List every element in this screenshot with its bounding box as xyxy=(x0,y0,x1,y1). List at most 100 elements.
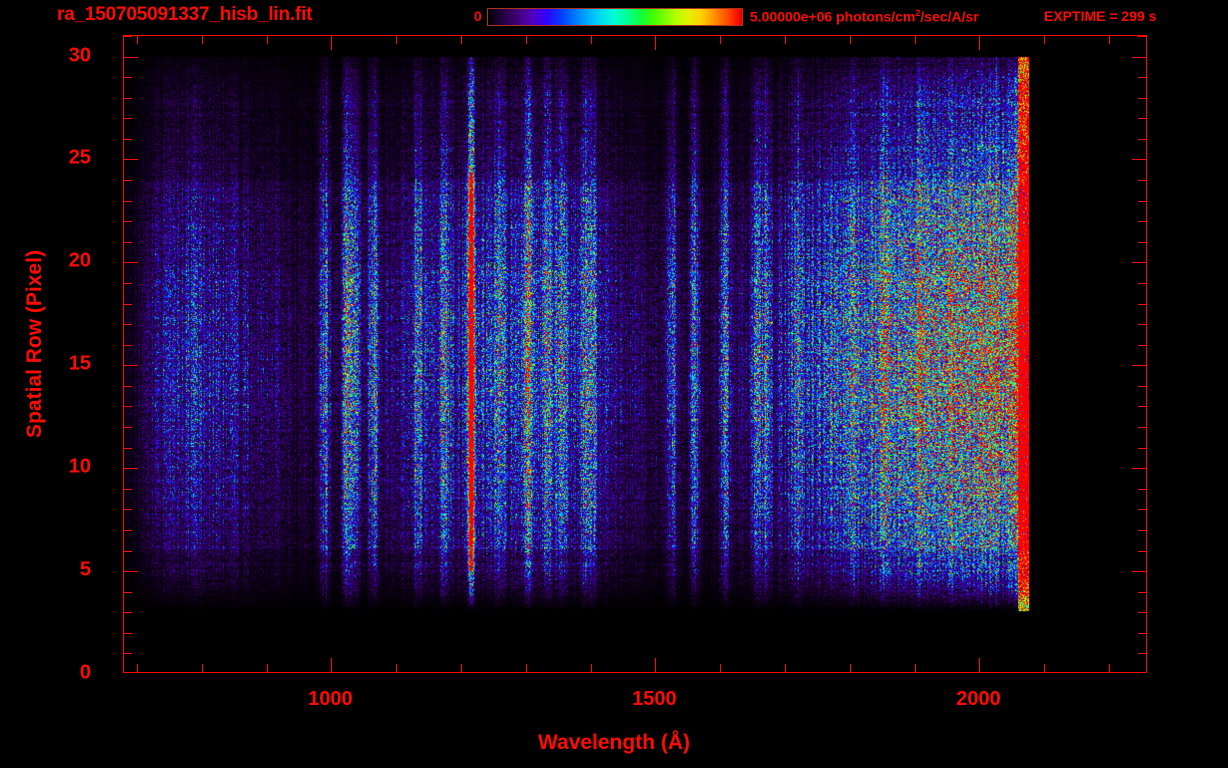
y-tick-minor-right xyxy=(1138,345,1146,346)
x-tick-minor xyxy=(591,664,592,672)
x-tick-minor xyxy=(1109,664,1110,672)
y-tick-minor-right xyxy=(1138,180,1146,181)
colorbar-min-label: 0 xyxy=(474,8,482,24)
y-tick-label: 20 xyxy=(68,249,91,272)
x-tick-minor-top xyxy=(137,36,138,44)
y-tick-major-right xyxy=(1132,262,1146,263)
y-tick-major-right xyxy=(1132,365,1146,366)
spectrogram-image xyxy=(124,36,1146,672)
y-tick-label: 5 xyxy=(79,558,91,581)
x-tick-minor xyxy=(915,664,916,672)
y-tick-minor-right xyxy=(1138,427,1146,428)
x-tick-minor-top xyxy=(785,36,786,44)
y-tick-minor xyxy=(124,551,132,552)
x-tick-minor-top xyxy=(461,36,462,44)
y-tick-minor-right xyxy=(1138,551,1146,552)
colorbar-max-exponent: 2 xyxy=(915,8,921,18)
x-tick-minor-top xyxy=(850,36,851,44)
y-tick-minor xyxy=(124,653,132,654)
x-tick-major-top xyxy=(655,36,656,50)
x-tick-minor-top xyxy=(267,36,268,44)
x-tick-minor-top xyxy=(591,36,592,44)
y-tick-label: 10 xyxy=(68,455,91,478)
y-tick-minor xyxy=(124,530,132,531)
x-tick-minor xyxy=(267,664,268,672)
y-tick-minor-right xyxy=(1138,612,1146,613)
y-tick-minor xyxy=(124,386,132,387)
x-axis-title: Wavelength (Å) xyxy=(537,731,691,754)
x-tick-minor-top xyxy=(1044,36,1045,44)
y-tick-minor xyxy=(124,448,132,449)
y-tick-major xyxy=(124,468,138,469)
y-tick-minor xyxy=(124,180,132,181)
x-tick-minor-top xyxy=(396,36,397,44)
x-tick-minor xyxy=(526,664,527,672)
y-tick-major-right xyxy=(1132,57,1146,58)
y-tick-minor-right xyxy=(1138,118,1146,119)
exptime-label: EXPTIME = 299 s xyxy=(1044,8,1157,24)
x-tick-major xyxy=(979,658,980,672)
y-tick-minor xyxy=(124,221,132,222)
y-tick-major xyxy=(124,262,138,263)
colorbar-max-label: 5.00000e+06 photons/cm2/sec/A/sr xyxy=(750,8,979,25)
y-tick-minor xyxy=(124,242,132,243)
y-tick-minor-right xyxy=(1138,242,1146,243)
x-tick-major xyxy=(331,658,332,672)
y-tick-minor-right xyxy=(1138,386,1146,387)
y-tick-major xyxy=(124,159,138,160)
x-tick-minor-top xyxy=(915,36,916,44)
x-tick-label: 2000 xyxy=(956,688,1001,710)
y-axis-title: Spatial Row (Pixel) xyxy=(23,250,46,438)
x-tick-minor xyxy=(202,664,203,672)
y-tick-minor-right xyxy=(1138,221,1146,222)
x-tick-minor xyxy=(137,664,138,672)
y-tick-minor-right xyxy=(1138,448,1146,449)
x-tick-minor-top xyxy=(720,36,721,44)
y-tick-minor-right xyxy=(1138,592,1146,593)
y-tick-major-right xyxy=(1132,468,1146,469)
y-tick-minor xyxy=(124,509,132,510)
y-tick-minor xyxy=(124,612,132,613)
colorbar-max-suffix: /sec/A/sr xyxy=(920,8,979,25)
x-tick-minor xyxy=(1044,664,1045,672)
y-tick-label: 0 xyxy=(79,661,91,684)
y-tick-minor xyxy=(124,592,132,593)
y-tick-minor xyxy=(124,139,132,140)
y-tick-major xyxy=(124,571,138,572)
y-tick-minor xyxy=(124,324,132,325)
y-tick-minor xyxy=(124,489,132,490)
y-tick-minor xyxy=(124,406,132,407)
y-tick-minor-right xyxy=(1138,304,1146,305)
y-tick-minor xyxy=(124,201,132,202)
y-tick-minor xyxy=(124,77,132,78)
x-tick-minor-top xyxy=(1109,36,1110,44)
plot-frame xyxy=(123,35,1147,673)
y-tick-minor-right xyxy=(1138,283,1146,284)
x-tick-minor xyxy=(785,664,786,672)
y-tick-minor-right xyxy=(1138,36,1146,37)
y-tick-minor xyxy=(124,304,132,305)
y-tick-minor-right xyxy=(1138,509,1146,510)
x-tick-major xyxy=(655,658,656,672)
y-tick-minor-right xyxy=(1138,324,1146,325)
x-tick-minor xyxy=(396,664,397,672)
y-tick-label: 30 xyxy=(68,44,91,67)
y-tick-minor-right xyxy=(1138,633,1146,634)
y-tick-minor xyxy=(124,118,132,119)
x-tick-minor xyxy=(461,664,462,672)
colorbar xyxy=(487,8,743,26)
y-tick-minor-right xyxy=(1138,406,1146,407)
y-tick-minor xyxy=(124,427,132,428)
y-tick-minor-right xyxy=(1138,201,1146,202)
y-tick-minor-right xyxy=(1138,653,1146,654)
y-tick-minor-right xyxy=(1138,489,1146,490)
y-tick-major-right xyxy=(1132,159,1146,160)
y-tick-major-right xyxy=(1132,571,1146,572)
y-tick-minor xyxy=(124,345,132,346)
y-tick-minor-right xyxy=(1138,139,1146,140)
colorbar-max-value: 5.00000e+06 photons/cm xyxy=(750,8,916,25)
x-tick-label: 1000 xyxy=(308,688,353,710)
y-tick-major xyxy=(124,57,138,58)
y-tick-minor xyxy=(124,98,132,99)
